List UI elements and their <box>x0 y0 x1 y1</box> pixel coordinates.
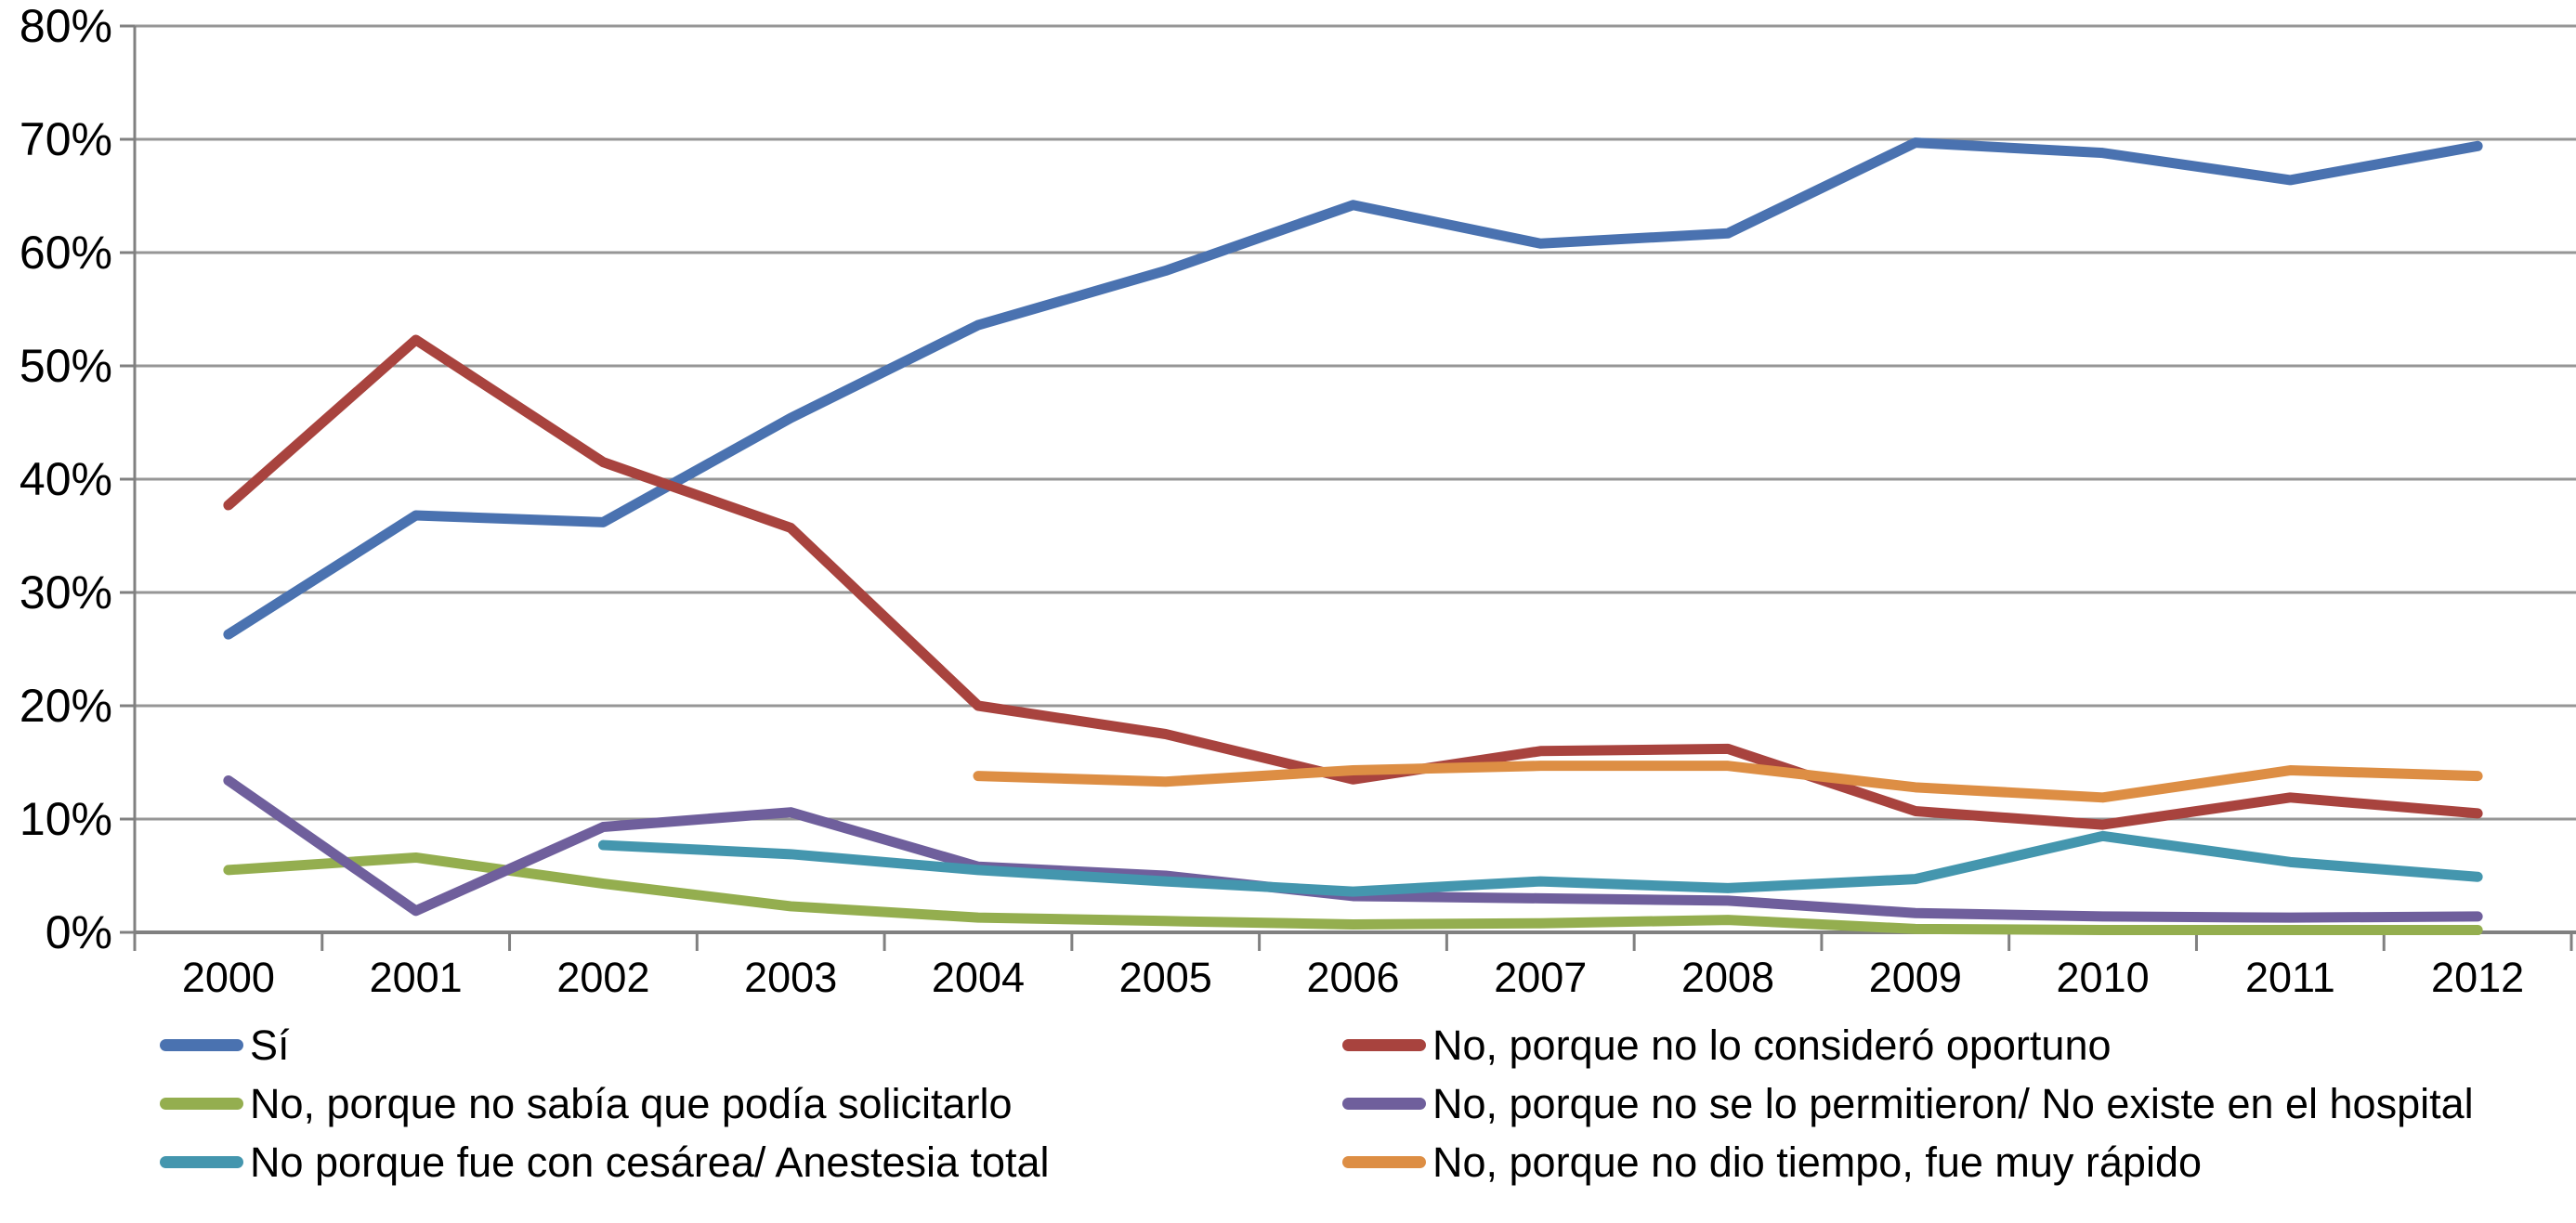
chart-legend: Sí No, porque no lo consideró oportuno N… <box>160 1016 2576 1191</box>
series-line-cesarea-anestesia-total <box>597 830 2483 897</box>
x-axis-label: 2001 <box>370 954 463 1001</box>
legend-label-no-dio-tiempo: No, porque no dio tiempo, fue muy rápido <box>1432 1138 2202 1186</box>
x-axis-label: 2000 <box>182 954 275 1001</box>
legend-swatch-cesarea-anestesia-total <box>160 1156 243 1168</box>
plot-area: 0% 10% 20% 30% 40% 50% 60% 70% 80% 2000 2001 2002 20… <box>20 0 2576 1001</box>
y-axis-label: 30% <box>20 566 112 618</box>
legend-label-no-permitieron-hospital: No, porque no se lo permitieron/ No exis… <box>1432 1079 2474 1127</box>
legend-item-no-dio-tiempo: No, porque no dio tiempo, fue muy rápido <box>1342 1133 2576 1191</box>
x-axis-label: 2003 <box>744 954 837 1001</box>
y-axis-label: 40% <box>20 453 112 505</box>
legend-item-si: Sí <box>160 1016 1342 1074</box>
legend-swatch-si <box>160 1039 243 1051</box>
y-axis-label: 0% <box>46 906 112 958</box>
legend-label-no-considero-oportuno: No, porque no lo consideró oportuno <box>1432 1021 2112 1069</box>
y-axis-label: 50% <box>20 340 112 392</box>
series-line-si <box>223 137 2483 640</box>
legend-label-no-sabia-solicitarlo: No, porque no sabía que podía solicitarl… <box>250 1079 1013 1127</box>
legend-swatch-no-dio-tiempo <box>1342 1156 1426 1168</box>
legend-label-si: Sí <box>250 1021 290 1069</box>
y-axis-label: 70% <box>20 113 112 165</box>
x-axis-label: 2006 <box>1306 954 1399 1001</box>
legend-label-cesarea-anestesia-total: No porque fue con cesárea/ Anestesia tot… <box>250 1138 1050 1186</box>
series-line-no-dio-tiempo <box>973 761 2483 803</box>
x-axis-label: 2011 <box>2245 954 2335 1001</box>
y-axis-label: 80% <box>20 0 112 52</box>
legend-item-no-considero-oportuno: No, porque no lo consideró oportuno <box>1342 1016 2576 1074</box>
series-line-no-permitieron-hospital <box>223 775 2483 923</box>
x-axis-label: 2010 <box>2057 954 2150 1001</box>
x-axis-label: 2008 <box>1681 954 1774 1001</box>
x-axis-label: 2005 <box>1119 954 1212 1001</box>
legend-item-no-sabia-solicitarlo: No, porque no sabía que podía solicitarl… <box>160 1074 1342 1133</box>
legend-item-cesarea-anestesia-total: No porque fue con cesárea/ Anestesia tot… <box>160 1133 1342 1191</box>
legend-swatch-no-sabia-solicitarlo <box>160 1098 243 1110</box>
y-axis-label: 10% <box>20 793 112 845</box>
series-line-no-considero-oportuno <box>223 334 2483 830</box>
x-axis-label: 2012 <box>2431 954 2524 1001</box>
y-axis-label: 60% <box>20 227 112 279</box>
x-axis-label: 2004 <box>932 954 1025 1001</box>
x-axis-label: 2002 <box>556 954 649 1001</box>
x-axis-label: 2009 <box>1869 954 1962 1001</box>
y-axis-label: 20% <box>20 680 112 732</box>
legend-item-no-permitieron-hospital: No, porque no se lo permitieron/ No exis… <box>1342 1074 2576 1133</box>
legend-swatch-no-considero-oportuno <box>1342 1039 1426 1051</box>
legend-swatch-no-permitieron-hospital <box>1342 1098 1426 1110</box>
x-axis-label: 2007 <box>1494 954 1587 1001</box>
series-line-no-sabia-solicitarlo <box>223 852 2483 936</box>
